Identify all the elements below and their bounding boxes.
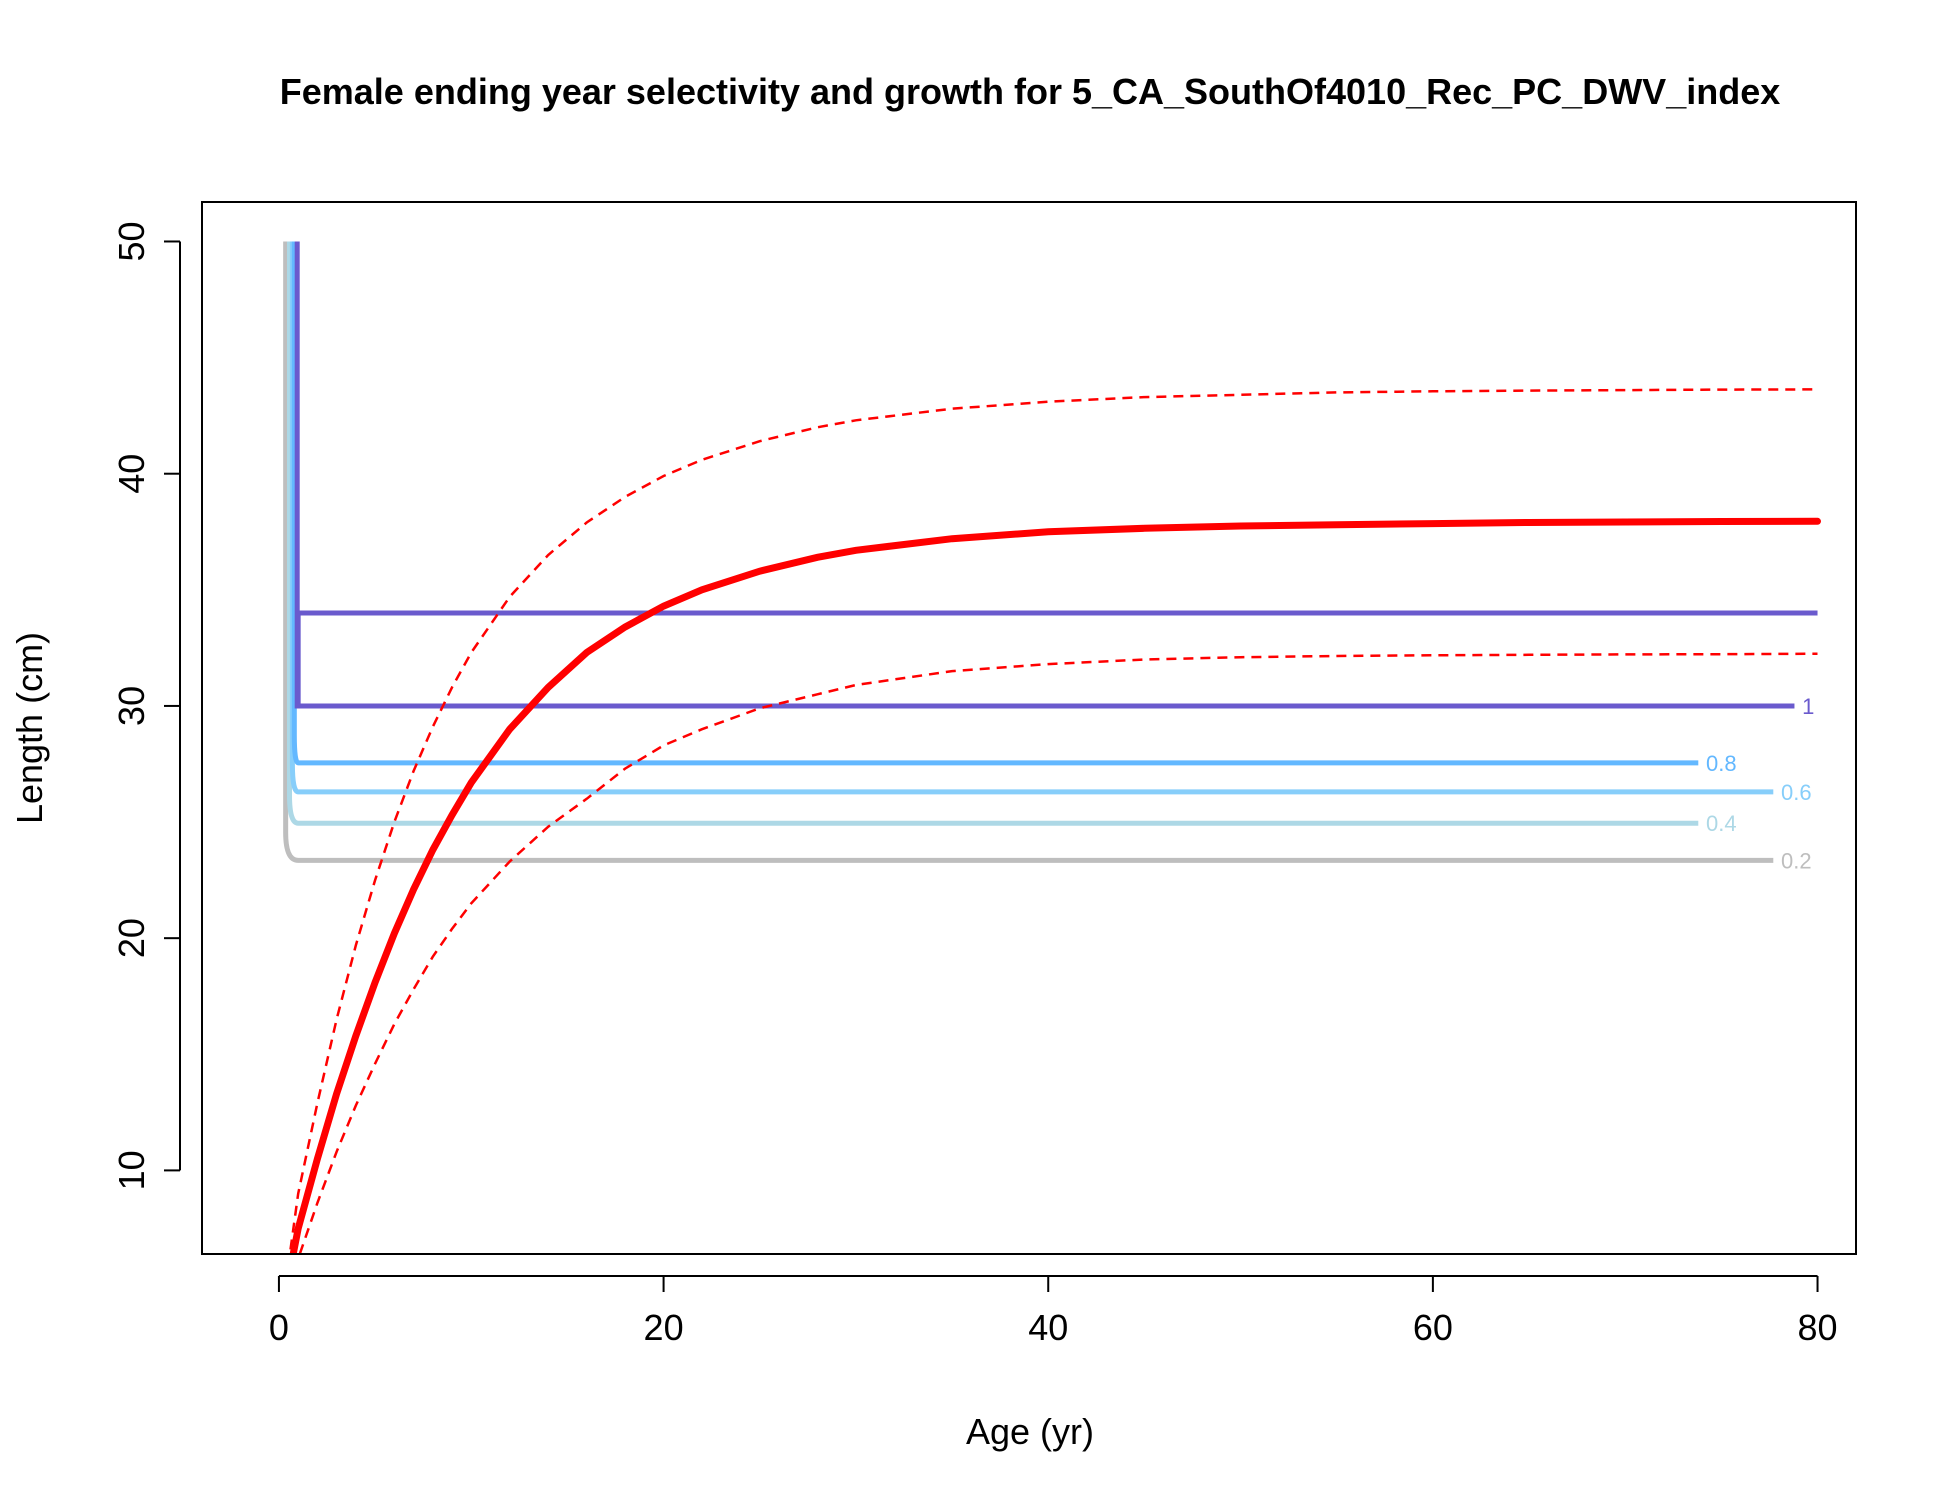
selectivity-contours: 0.2 0.4 0.6 0.8 1: [283, 241, 1818, 873]
selectivity-contour-0.8: [291, 241, 1699, 766]
y-tick-label: 50: [111, 221, 152, 261]
chart-title: Female ending year selectivity and growt…: [280, 71, 1780, 112]
contour-label-0.8: 0.8: [1706, 751, 1737, 776]
selectivity-contour-1: [294, 241, 1795, 709]
x-tick-label: 40: [1028, 1307, 1068, 1348]
contour-label-0.6: 0.6: [1781, 780, 1812, 805]
contour-label-0.2: 0.2: [1781, 848, 1812, 873]
x-tick-label: 60: [1413, 1307, 1453, 1348]
x-tick-label: 20: [644, 1307, 684, 1348]
growth-curves: [289, 388, 1821, 1254]
y-tick-label: 40: [111, 454, 152, 494]
x-axis-label: Age (yr): [966, 1411, 1094, 1452]
contour-label-0.4: 0.4: [1706, 811, 1737, 836]
y-axis-label: Length (cm): [9, 632, 50, 824]
x-tick-label: 0: [269, 1307, 289, 1348]
growth-lower-interval: [298, 652, 1818, 1254]
plot-frame: [201, 201, 1857, 1255]
contour-label-1: 1: [1802, 694, 1814, 719]
y-tick-label: 10: [111, 1150, 152, 1190]
y-tick-label: 30: [111, 686, 152, 726]
x-tick-label: 80: [1798, 1307, 1838, 1348]
selectivity-contour-0.4: [287, 241, 1699, 826]
growth-upper-interval: [289, 388, 1818, 1250]
x-axis: 0 20 40 60 80: [269, 1275, 1838, 1348]
growth-mean-curve: [289, 517, 1821, 1254]
y-axis: 10 20 30 40 50: [111, 221, 181, 1190]
selectivity-contour-0.6: [289, 241, 1774, 795]
selectivity-contour-0.2: [283, 241, 1774, 863]
y-tick-label: 20: [111, 918, 152, 958]
